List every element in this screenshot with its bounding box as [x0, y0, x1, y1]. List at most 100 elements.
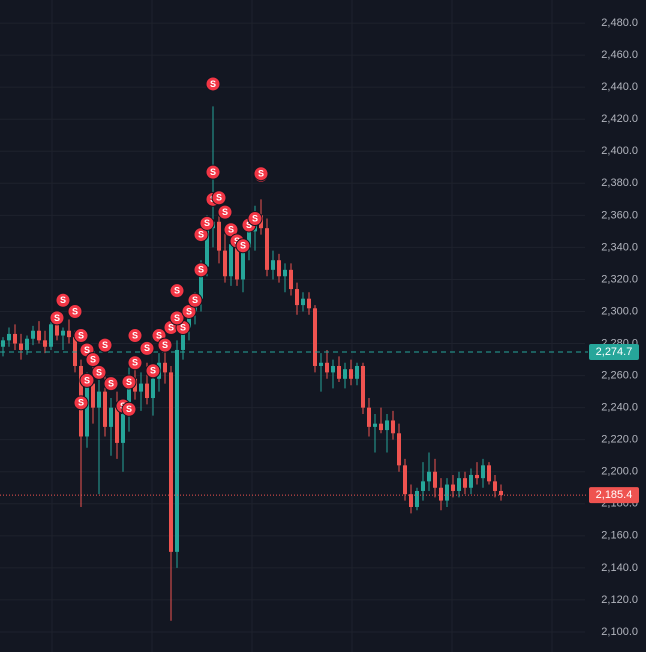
marker-label: S: [60, 295, 66, 305]
marker-label: S: [216, 193, 222, 203]
candle-body: [163, 362, 167, 373]
marker-label: S: [234, 236, 240, 246]
y-tick-label: 2,480.0: [601, 17, 638, 29]
marker-dot: [127, 328, 143, 344]
marker-label: S: [252, 213, 258, 223]
candle-body: [373, 423, 377, 427]
marker-label: S: [204, 218, 210, 228]
y-tick-label: 2,140.0: [601, 562, 638, 574]
candle-body: [235, 244, 239, 280]
candle-body: [61, 330, 65, 336]
marker-label: S: [132, 330, 138, 340]
candle-body: [67, 330, 71, 338]
candle-body: [43, 340, 47, 347]
candle-body: [25, 338, 29, 350]
candle-body: [13, 333, 17, 344]
sell-marker: S: [157, 337, 173, 353]
candle-body: [115, 407, 119, 443]
candle-body: [481, 465, 485, 479]
candle-body: [499, 490, 503, 496]
marker-label: S: [186, 306, 192, 316]
marker-label: S: [258, 169, 264, 179]
candle-body: [145, 383, 149, 399]
candle-body: [271, 260, 275, 270]
marker-label: S: [162, 340, 168, 350]
sell-marker: S: [193, 262, 209, 278]
candle-body: [307, 298, 311, 309]
candle-body: [415, 490, 419, 507]
marker-label: S: [108, 378, 114, 388]
candle-body: [427, 471, 431, 482]
y-tick-label: 2,440.0: [601, 81, 638, 93]
sell-marker: S: [85, 352, 101, 368]
marker-label: S: [210, 79, 216, 89]
sell-marker: S: [253, 166, 269, 182]
marker-dot: [67, 303, 83, 319]
marker-label: S: [126, 404, 132, 414]
marker-dot: [139, 340, 155, 356]
candle-body: [361, 365, 365, 408]
marker-dot: [73, 328, 89, 344]
marker-dot: [55, 292, 71, 308]
sell-marker: S: [73, 328, 89, 344]
marker-dot: [169, 283, 185, 299]
candle-body: [1, 340, 5, 347]
marker-label: S: [198, 265, 204, 275]
candle-body: [367, 407, 371, 427]
sell-marker: S: [235, 238, 251, 254]
candle-body: [355, 365, 359, 379]
candle-body: [169, 372, 173, 552]
sell-marker: S: [49, 310, 65, 326]
marker-label: S: [54, 313, 60, 323]
candle-body: [343, 369, 347, 379]
marker-dot: [169, 310, 185, 326]
sell-marker: S: [247, 211, 263, 227]
candle-body: [433, 471, 437, 488]
marker-dot: [253, 166, 269, 182]
candle-body: [223, 250, 227, 277]
marker-dot: [121, 401, 137, 417]
candle-body: [19, 343, 23, 350]
sell-marker: S: [193, 227, 209, 243]
y-tick-label: 2,400.0: [601, 145, 638, 157]
price-label-box: [589, 344, 639, 361]
sell-marker: S: [169, 310, 185, 326]
sell-marker: S: [211, 190, 227, 206]
y-tick-label: 2,340.0: [601, 241, 638, 253]
y-tick-label: 2,260.0: [601, 369, 638, 381]
candle-body: [7, 333, 11, 341]
candle-body: [397, 433, 401, 466]
sell-marker: S: [223, 222, 239, 238]
marker-dot: [205, 164, 221, 180]
candle-body: [97, 391, 101, 408]
sell-marker: S: [91, 364, 107, 380]
candle-body: [313, 308, 317, 366]
price-label-box: [589, 487, 639, 504]
marker-dot: [103, 376, 119, 392]
marker-label: S: [180, 322, 186, 332]
marker-label: S: [228, 225, 234, 235]
sell-marker: S: [205, 164, 221, 180]
marker-dot: [79, 372, 95, 388]
marker-label: S: [78, 398, 84, 408]
marker-label: S: [192, 295, 198, 305]
candle-body: [391, 420, 395, 434]
y-tick-label: 2,160.0: [601, 530, 638, 542]
sell-marker: S: [79, 372, 95, 388]
sell-marker: S: [55, 292, 71, 308]
y-tick-label: 2,320.0: [601, 273, 638, 285]
candle-body: [385, 420, 389, 431]
sell-marker: S: [73, 395, 89, 411]
sell-marker: S: [67, 303, 83, 319]
candle-body: [319, 362, 323, 366]
candle-body: [403, 465, 407, 495]
candle-body: [121, 414, 125, 443]
sell-marker: S: [121, 401, 137, 417]
price-label: 2,185.4: [596, 489, 633, 501]
candle-body: [241, 247, 245, 280]
candle-body: [85, 383, 89, 437]
marker-label: S: [210, 167, 216, 177]
candle-body: [337, 365, 341, 379]
